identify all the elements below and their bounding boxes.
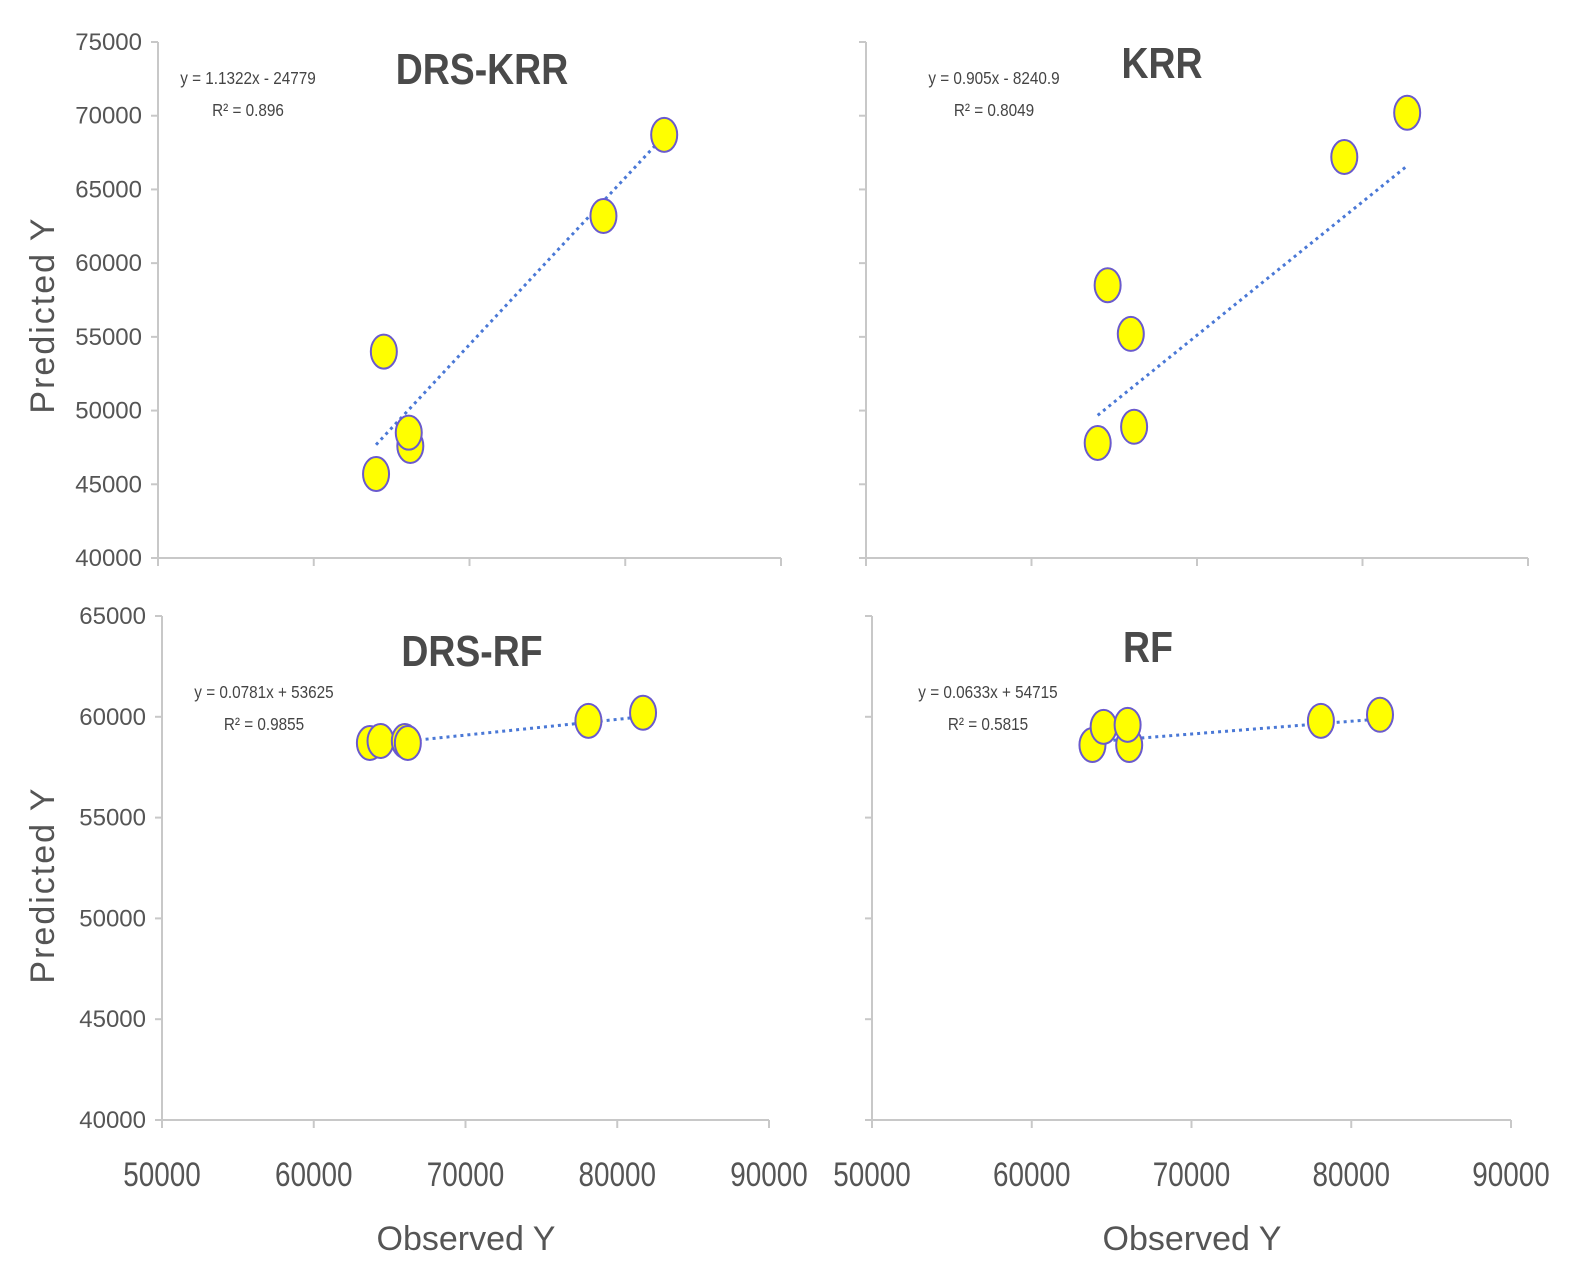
data-point: [574, 702, 603, 739]
x-tick-label: 80000: [1313, 1155, 1390, 1193]
data-point: [589, 197, 618, 234]
x-tick-label: 80000: [579, 1155, 656, 1193]
data-point: [1089, 708, 1118, 745]
x-axis-label-right: Observed Y: [1103, 1220, 1282, 1258]
data-point: [650, 116, 679, 153]
y-tick-label: 75000: [75, 29, 142, 56]
r-squared-label: R² = 0.896: [212, 100, 284, 120]
y-tick-label: 60000: [75, 250, 142, 277]
x-tick-label: 50000: [833, 1155, 910, 1193]
y-axis-label-bottom: Predicted Y: [24, 786, 62, 983]
panel-title: RF: [1123, 622, 1173, 672]
trendline-equation: y = 0.905x - 8240.9: [928, 68, 1059, 88]
y-tick-label: 40000: [75, 545, 142, 572]
y-tick-label: 50000: [79, 905, 146, 932]
panels-group: 40000 45000 50000 55000 60000 65000 70000 75000…: [75, 29, 1549, 1194]
x-tick-label: 90000: [730, 1155, 807, 1193]
r-squared-label: R² = 0.8049: [954, 100, 1034, 120]
x-tick-label: 60000: [993, 1155, 1070, 1193]
data-point: [362, 455, 391, 492]
data-point: [1116, 315, 1145, 352]
data-point: [1330, 138, 1359, 175]
data-point: [369, 333, 398, 370]
trendline: [374, 134, 666, 446]
panel-title: KRR: [1121, 38, 1202, 88]
trendline-equation: y = 0.0633x + 54715: [918, 682, 1057, 702]
trendline-equation: y = 1.1322x - 24779: [180, 68, 316, 88]
panel-rf: 50000 60000 70000 80000 90000 RF y = 0.0633x +…: [833, 615, 1550, 1194]
y-tick-label: 55000: [79, 805, 146, 832]
x-tick-label: 50000: [123, 1155, 200, 1193]
data-point: [1366, 696, 1395, 733]
panel-krr: KRR y = 0.905x - 8240.9 R² = 0.8049: [859, 38, 1529, 566]
y-tick-label: 55000: [75, 324, 142, 351]
trendline-equation: y = 0.0781x + 53625: [194, 682, 333, 702]
panel-title: DRS-RF: [401, 626, 542, 676]
y-tick-label: 70000: [75, 103, 142, 130]
trendline: [1096, 164, 1409, 417]
data-point: [1393, 94, 1422, 131]
data-point: [1306, 702, 1335, 739]
data-point: [629, 694, 658, 731]
panel-title: DRS-KRR: [396, 44, 568, 94]
panel-drs-krr: 40000 45000 50000 55000 60000 65000 70000 75000…: [75, 29, 782, 572]
y-tick-label: 45000: [79, 1006, 146, 1033]
y-tick-label: 50000: [75, 398, 142, 425]
y-tick-label: 60000: [79, 704, 146, 731]
r-squared-label: R² = 0.5815: [948, 714, 1028, 734]
y-axis-label-top: Predicted Y: [24, 216, 62, 413]
y-tick-label: 45000: [75, 471, 142, 498]
data-point: [394, 414, 423, 451]
x-tick-label: 60000: [275, 1155, 352, 1193]
x-axis-label-left: Observed Y: [377, 1220, 556, 1258]
data-point: [1113, 706, 1142, 743]
panel-drs-rf: 40000 45000 50000 55000 60000 65000 50000 60000…: [79, 603, 807, 1194]
y-tick-label: 65000: [79, 603, 146, 630]
y-tick-label: 65000: [75, 176, 142, 203]
x-tick-label: 70000: [1153, 1155, 1230, 1193]
data-point: [366, 722, 395, 759]
data-point: [393, 725, 422, 762]
data-point: [1083, 425, 1112, 462]
r-squared-label: R² = 0.9855: [224, 714, 304, 734]
data-point: [1120, 408, 1149, 445]
y-tick-label: 40000: [79, 1107, 146, 1134]
x-tick-label: 70000: [427, 1155, 504, 1193]
x-tick-label: 90000: [1472, 1155, 1549, 1193]
data-point: [1093, 267, 1122, 304]
